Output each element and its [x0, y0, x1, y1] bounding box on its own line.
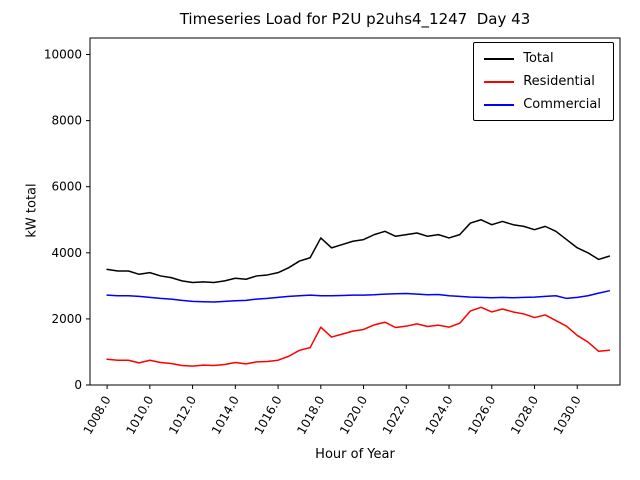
y-tick-label: 10000	[44, 48, 82, 62]
y-tick-label: 2000	[51, 312, 82, 326]
y-tick-label: 6000	[51, 180, 82, 194]
y-tick-label: 8000	[51, 114, 82, 128]
plot-border	[89, 37, 621, 386]
legend-label-commercial: Commercial	[523, 97, 601, 112]
y-ticks: 0 2000 4000 6000 8000 10000	[44, 48, 90, 392]
x-tick-label: 1010.0	[123, 394, 156, 437]
x-tick-label: 1022.0	[380, 394, 413, 437]
x-tick-label: 1026.0	[465, 393, 498, 436]
x-axis-label: Hour of Year	[315, 447, 395, 462]
series-lines	[106, 219, 611, 367]
legend-label-residential: Residential	[523, 74, 595, 89]
x-tick-label: 1014.0	[209, 394, 242, 437]
x-tick-label: 1016.0	[252, 394, 285, 437]
y-tick-label: 0	[74, 378, 82, 392]
legend-line-swatch-residential	[484, 80, 515, 83]
legend-item-total: Total	[484, 51, 601, 66]
y-tick-label: 4000	[51, 246, 82, 260]
legend-line-swatch-total	[484, 57, 515, 60]
x-tick-label: 1028.0	[508, 394, 541, 437]
legend-line-swatch-commercial	[484, 103, 515, 106]
x-tick-label: 1012.0	[166, 394, 199, 437]
series-line-total	[106, 219, 611, 284]
legend-item-residential: Residential	[484, 74, 601, 89]
legend-label-total: Total	[523, 51, 554, 66]
x-tick-label: 1018.0	[294, 394, 327, 437]
x-tick-label: 1024.0	[423, 394, 456, 437]
legend-item-commercial: Commercial	[484, 97, 601, 112]
series-line-residential	[106, 306, 611, 367]
legend: Total Residential Commercial	[473, 42, 614, 121]
x-tick-label: 1008.0	[81, 394, 114, 437]
y-axis-label: kW total	[24, 183, 40, 238]
series-line-commercial	[106, 290, 611, 303]
x-tick-label: 1020.0	[337, 394, 370, 437]
x-ticks: 1008.0 1010.0 1012.0 1014.0 1016.0 1018.0 1020…	[81, 385, 584, 437]
chart-title: Timeseries Load for P2U p2uhs4_1247 Day …	[179, 10, 531, 28]
x-tick-label: 1030.0	[551, 394, 584, 437]
